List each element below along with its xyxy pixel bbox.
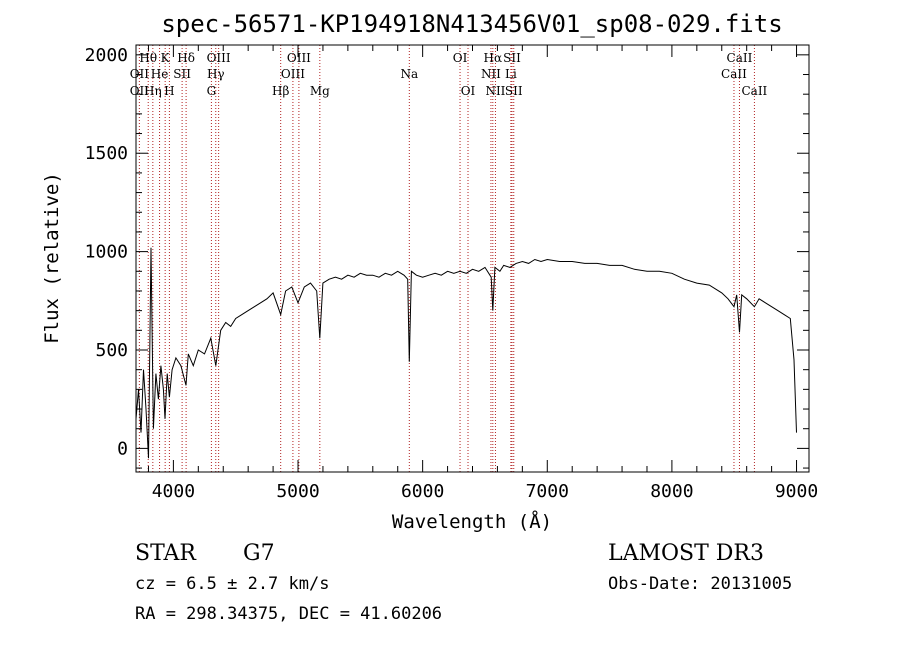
x-tick-label: 6000 (401, 481, 444, 502)
spectral-line-label: K (161, 51, 171, 65)
spectral-line-label: OII (130, 84, 150, 98)
spectral-line-label: OI (461, 84, 476, 98)
spectral-line-label: CaII (741, 84, 767, 98)
spectral-line-label: Hδ (177, 51, 195, 65)
spectral-line-label: SII (503, 51, 521, 65)
spectral-line-label: Hη (144, 84, 162, 98)
survey-name: LAMOST DR3 (608, 541, 764, 566)
y-axis-ticks: 0 500 1000 1500 2000 (85, 45, 809, 469)
plot-frame (135, 44, 810, 473)
spectral-line-label: Hβ (272, 84, 289, 98)
y-tick-label: 1000 (85, 242, 128, 263)
spectral-line-label: OII (130, 67, 150, 81)
chart-title: spec-56571-KP194918N413456V01_sp08-029.f… (161, 10, 782, 38)
object-class: STAR (135, 541, 197, 566)
spectral-line-label: OI (453, 51, 468, 65)
spectral-line-label: OIII (287, 51, 311, 65)
spectral-line-label: OIII (207, 51, 231, 65)
spectral-line-label: SII (173, 67, 191, 81)
spectral-line-label: Hθ (139, 51, 157, 65)
y-axis-label: Flux (relative) (41, 172, 63, 344)
x-tick-label: 9000 (775, 481, 818, 502)
object-subclass: G7 (243, 541, 275, 566)
spectral-line-label: Hα (484, 51, 503, 65)
spectrum-series-line (135, 247, 797, 459)
spectral-line-label: G (207, 84, 217, 98)
observation-date: Obs-Date: 20131005 (608, 574, 792, 594)
spectral-line-markers (138, 45, 755, 472)
spectral-line-label: SII (505, 84, 523, 98)
spectral-line-label: CaII (721, 67, 747, 81)
y-tick-label: 1500 (85, 143, 128, 164)
x-tick-label: 8000 (650, 481, 693, 502)
y-tick-label: 500 (95, 340, 128, 361)
y-tick-label: 2000 (85, 45, 128, 66)
x-axis-label: Wavelength (Å) (392, 510, 552, 533)
spectral-line-label: Li (505, 67, 517, 81)
x-tick-label: 4000 (152, 481, 195, 502)
x-axis-ticks: 4000 5000 6000 7000 8000 9000 (147, 45, 818, 502)
spectral-line-label: OIII (281, 67, 305, 81)
x-tick-label: 5000 (276, 481, 319, 502)
spectral-line-label: NII (485, 84, 505, 98)
coordinates: RA = 298.34375, DEC = 41.60206 (135, 604, 442, 624)
spectral-line-label: H (164, 84, 174, 98)
x-tick-label: 7000 (526, 481, 569, 502)
spectral-line-label: He (151, 67, 169, 81)
redshift-cz: cz = 6.5 ± 2.7 km/s (135, 574, 329, 594)
spectral-line-label: Hγ (207, 67, 225, 81)
spectral-line-label: CaII (727, 51, 753, 65)
spectral-line-label: Na (400, 67, 418, 81)
y-tick-label: 0 (117, 438, 128, 459)
spectral-line-label: NII (481, 67, 501, 81)
spectral-line-label: Mg (310, 84, 330, 98)
